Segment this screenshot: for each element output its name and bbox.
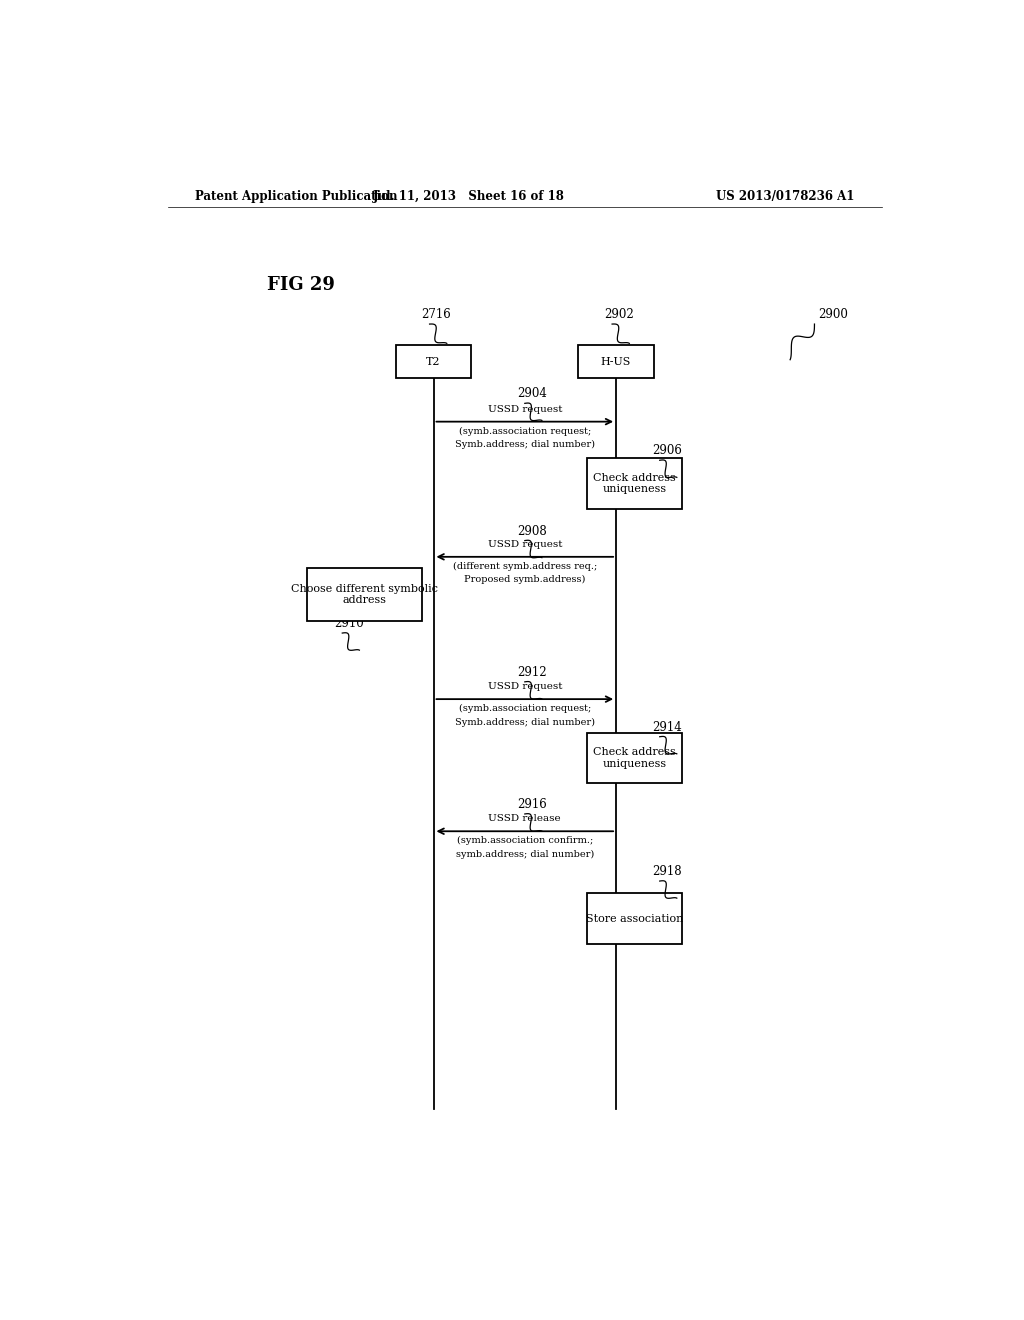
Text: Check address
uniqueness: Check address uniqueness xyxy=(593,747,676,768)
Text: 2912: 2912 xyxy=(517,665,547,678)
Text: USSD release: USSD release xyxy=(488,814,561,824)
Bar xyxy=(587,894,682,944)
Text: Symb.address; dial number): Symb.address; dial number) xyxy=(455,440,595,449)
Text: 2900: 2900 xyxy=(818,308,848,321)
Text: Proposed symb.address): Proposed symb.address) xyxy=(464,576,586,585)
Text: USSD request: USSD request xyxy=(487,682,562,690)
Text: US 2013/0178236 A1: US 2013/0178236 A1 xyxy=(716,190,854,202)
Text: 2910: 2910 xyxy=(334,616,365,630)
Text: FIG 29: FIG 29 xyxy=(267,276,335,294)
Text: 2716: 2716 xyxy=(422,308,452,321)
Text: Symb.address; dial number): Symb.address; dial number) xyxy=(455,718,595,726)
Text: 2916: 2916 xyxy=(517,797,547,810)
Text: USSD request: USSD request xyxy=(487,540,562,549)
Text: (symb.association request;: (symb.association request; xyxy=(459,704,591,713)
Text: Store association: Store association xyxy=(586,913,683,924)
Bar xyxy=(587,458,682,510)
Text: Check address
uniqueness: Check address uniqueness xyxy=(593,473,676,495)
Text: 2906: 2906 xyxy=(652,445,682,457)
Text: 2902: 2902 xyxy=(604,308,634,321)
Text: H-US: H-US xyxy=(601,356,631,367)
Bar xyxy=(579,345,653,379)
Text: 2908: 2908 xyxy=(517,524,547,537)
Text: 2918: 2918 xyxy=(652,865,681,878)
Bar xyxy=(307,568,422,620)
Text: USSD request: USSD request xyxy=(487,404,562,413)
Text: Choose different symbolic
address: Choose different symbolic address xyxy=(291,583,438,606)
Bar xyxy=(396,345,471,379)
Text: Patent Application Publication: Patent Application Publication xyxy=(196,190,398,202)
Text: (different symb.address req.;: (different symb.address req.; xyxy=(453,562,597,572)
Text: 2914: 2914 xyxy=(652,721,682,734)
Text: 2904: 2904 xyxy=(517,387,547,400)
Bar xyxy=(587,733,682,784)
Text: (symb.association confirm.;: (symb.association confirm.; xyxy=(457,837,593,846)
Text: T2: T2 xyxy=(426,356,440,367)
Text: symb.address; dial number): symb.address; dial number) xyxy=(456,850,594,859)
Text: Jul. 11, 2013   Sheet 16 of 18: Jul. 11, 2013 Sheet 16 of 18 xyxy=(374,190,565,202)
Text: (symb.association request;: (symb.association request; xyxy=(459,426,591,436)
